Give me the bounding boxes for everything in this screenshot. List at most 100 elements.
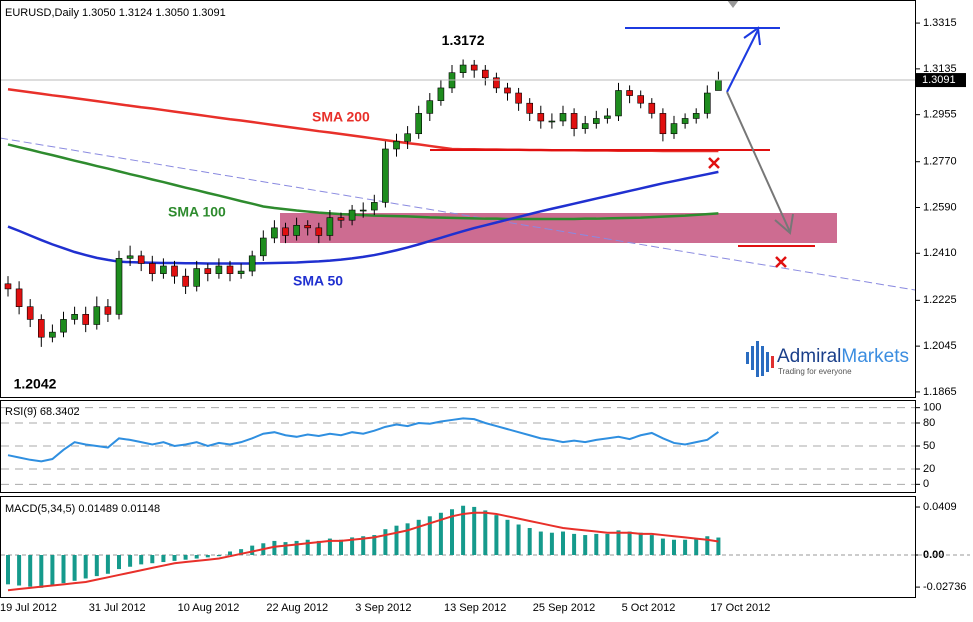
candle-body [126,255,134,259]
y-tick-label: 1.2045 [923,340,957,352]
y-tick-label: 80 [923,417,935,429]
candle-body [359,209,367,212]
histogram-bar [194,555,199,559]
y-tick-label: 100 [923,402,941,414]
histogram-bar [627,531,632,556]
current-price: 1.3091 [922,74,956,86]
histogram-bar [494,515,499,556]
candle-body [504,87,511,94]
logo-icon [746,341,774,377]
candle-body [115,258,123,315]
candle-body [659,113,667,135]
arrow-head [743,26,761,46]
brand-name: Markets [841,346,909,367]
candle-body [348,209,356,221]
histogram-bar [516,524,521,556]
histogram-bar [316,540,321,556]
histogram-bar [250,545,255,556]
histogram-bar [660,538,665,556]
brand-name: Admiral [777,346,841,367]
x-tick-label: 22 Aug 2012 [266,602,328,614]
histogram-bar [649,535,654,556]
histogram-bar [638,532,643,556]
candle-body [237,270,245,274]
candle-body [282,227,289,236]
histogram-bar [716,537,721,556]
histogram-bar [6,555,10,585]
down-arrow [726,91,791,233]
logo-bar [766,352,769,372]
histogram-bar [394,525,399,556]
candle-body [248,255,256,272]
logo-bar [756,341,759,377]
candle-body [215,265,223,274]
candle-body [670,123,678,135]
high-label: 1.3172 [442,32,485,48]
logo-bar [751,346,754,370]
histogram-bar [339,539,343,556]
candle-body [370,202,378,211]
candle-body [615,90,622,117]
histogram-bar [161,555,166,563]
histogram-bar [694,538,699,556]
histogram-bar [172,555,177,561]
histogram-bar [128,555,133,567]
histogram-bar [483,510,488,556]
panel-border [0,496,916,598]
logo-bar [761,346,764,376]
candle-body [160,265,167,274]
candle-body [459,64,467,73]
histogram-bar [561,531,565,556]
candle-body [259,237,267,257]
candle-body [481,69,489,79]
candle-body [581,123,589,129]
candle-body [271,227,278,239]
candle-body [71,314,78,320]
series-label: SMA 200 [312,109,370,125]
histogram-bar [139,555,144,565]
y-tick-label: 1.1865 [923,386,957,398]
histogram-bar [527,528,532,556]
annotations [0,137,916,291]
series-label: SMA 50 [293,273,343,289]
histogram-bar [594,533,599,556]
y-tick-label: 1.2770 [923,156,957,168]
candle-body [703,92,711,114]
y-tick-label: 0.0409 [923,501,957,513]
histogram-bar [383,529,388,556]
histogram-bar [61,555,66,584]
histogram-bar [305,539,310,556]
x-mark [708,157,720,169]
histogram-bar [427,516,432,556]
x-tick-label: 10 Aug 2012 [178,602,240,614]
candle-body [715,79,722,91]
candle-body [204,268,212,274]
histogram-bar [361,536,366,556]
histogram-bar [572,533,577,556]
y-tick-label: 1.3315 [923,17,957,29]
candle-body [93,306,101,325]
brand-tagline: Trading for everyone [778,367,852,376]
histogram-bar [672,539,676,556]
chart-title: EURUSD,Daily 1.3050 1.3124 1.3050 1.3091 [5,7,226,19]
histogram-bar [549,532,554,556]
candle-body [570,113,578,129]
histogram-bar [228,551,232,556]
candle-body [437,87,445,101]
histogram-bar [150,555,155,564]
marker [727,0,739,8]
candle-body [637,95,645,104]
histogram-bar [117,555,121,570]
y-tick-label: 1.2590 [923,201,957,213]
x-tick-label: 3 Sep 2012 [355,602,411,614]
candle-body [293,225,300,236]
signal-line [7,511,719,592]
histogram-bar [294,540,299,556]
candle-body [393,141,400,150]
candle-body [592,118,600,124]
candle-body [60,319,67,333]
candle-body [226,265,234,274]
candle-body [426,100,434,114]
histogram-bar [438,512,443,556]
